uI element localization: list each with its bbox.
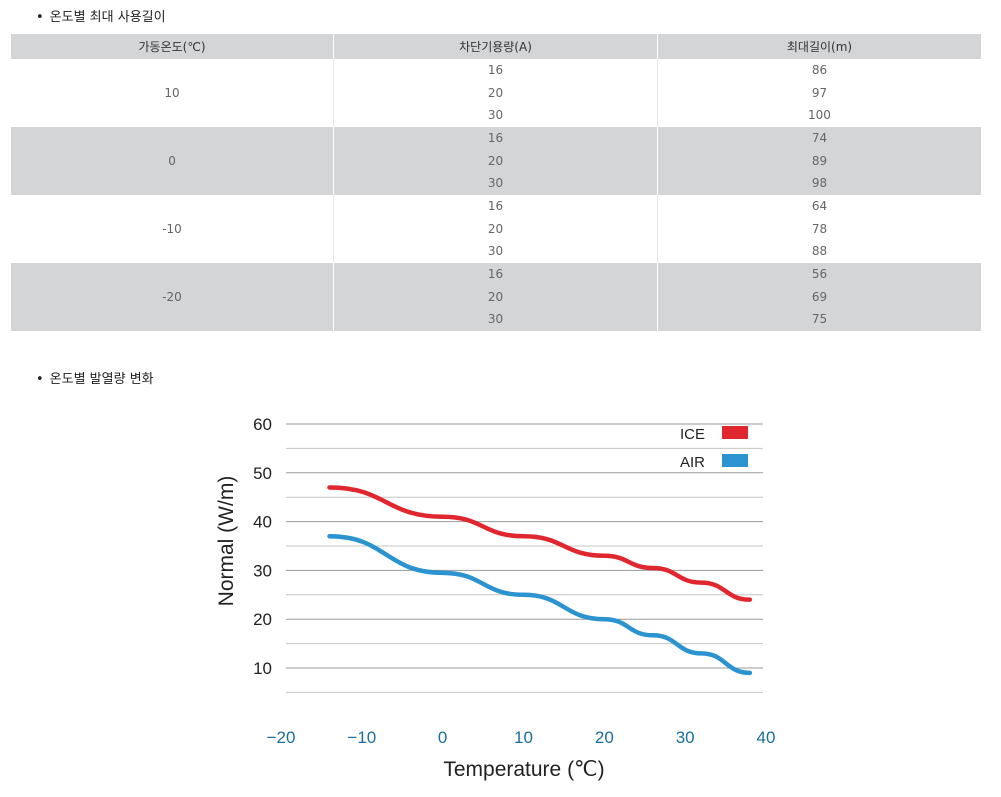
table-row: 10 16 20 30 86 97 100 xyxy=(11,59,981,127)
breaker-value: 30 xyxy=(487,176,504,191)
cell-breaker-list: 16 20 30 xyxy=(333,127,658,195)
y-tick-label: 50 xyxy=(253,464,272,483)
breaker-value: 30 xyxy=(487,312,504,327)
cell-breaker-list: 16 20 30 xyxy=(333,263,658,331)
y-tick-label: 20 xyxy=(253,610,272,629)
cell-temp: -10 xyxy=(162,222,182,236)
breaker-value: 16 xyxy=(487,267,504,282)
column-header-breaker: 차단기용량(A) xyxy=(333,34,658,59)
breaker-value: 30 xyxy=(487,108,504,123)
y-tick-label: 60 xyxy=(253,415,272,434)
length-value: 86 xyxy=(811,63,828,78)
y-tick-label: 40 xyxy=(253,513,272,532)
section-title-text: 온도별 발열량 변화 xyxy=(49,372,154,387)
breaker-value: 20 xyxy=(487,85,504,100)
x-tick-label: −20 xyxy=(267,728,296,747)
table-header-row: 가동온도(℃) 차단기용량(A) 최대길이(m) xyxy=(11,34,981,59)
table-row: -10 16 20 30 64 78 88 xyxy=(11,195,981,263)
x-tick-label: −10 xyxy=(347,728,376,747)
legend-label: ICE xyxy=(680,426,705,443)
length-value: 56 xyxy=(811,267,828,282)
x-tick-label: 30 xyxy=(676,728,695,747)
length-value: 98 xyxy=(811,176,828,191)
y-tick-label: 10 xyxy=(253,659,272,678)
cell-length-list: 56 69 75 xyxy=(656,263,981,331)
cell-breaker-list: 16 20 30 xyxy=(333,59,658,127)
length-value: 74 xyxy=(811,131,828,146)
x-tick-label: 0 xyxy=(438,728,447,747)
x-tick-label: 40 xyxy=(757,728,776,747)
cell-temp: -20 xyxy=(11,263,334,331)
series-line-ice xyxy=(327,485,753,602)
length-value: 75 xyxy=(811,312,828,327)
section-title-heat-output: • 온도별 발열량 변화 xyxy=(36,368,154,387)
bullet-icon: • xyxy=(36,372,44,387)
column-header-length: 최대길이(m) xyxy=(656,34,981,59)
bullet-icon: • xyxy=(36,10,44,25)
length-value: 69 xyxy=(811,289,828,304)
length-value: 100 xyxy=(808,108,831,123)
table-row: -20 16 20 30 56 69 75 xyxy=(11,263,981,331)
y-axis-label: Normal (W/m) xyxy=(215,476,238,607)
legend-swatch xyxy=(722,426,748,439)
max-length-table: 가동온도(℃) 차단기용량(A) 최대길이(m) 10 16 20 30 86 97 100… xyxy=(11,34,981,331)
cell-length-list: 64 78 88 xyxy=(656,195,981,263)
column-header-temp: 가동온도(℃) xyxy=(11,34,334,59)
cell-temp: 0 xyxy=(11,127,334,195)
legend-label: AIR xyxy=(680,454,705,471)
length-value: 97 xyxy=(811,85,828,100)
y-tick-label: 30 xyxy=(253,561,272,580)
cell-length-list: 74 89 98 xyxy=(656,127,981,195)
breaker-value: 30 xyxy=(487,244,504,259)
breaker-value: 20 xyxy=(487,221,504,236)
breaker-value: 16 xyxy=(487,131,504,146)
breaker-value: 16 xyxy=(487,199,504,214)
legend-swatch xyxy=(722,454,748,467)
length-value: 88 xyxy=(811,244,828,259)
cell-temp: 10 xyxy=(164,86,180,100)
x-tick-label: 10 xyxy=(514,728,533,747)
section-title-max-length: • 온도별 최대 사용길이 xyxy=(36,6,166,25)
x-tick-label: 20 xyxy=(595,728,614,747)
table-row: 0 16 20 30 74 89 98 xyxy=(11,127,981,195)
cell-length-list: 86 97 100 xyxy=(656,59,981,127)
cell-breaker-list: 16 20 30 xyxy=(333,195,658,263)
series-line-air xyxy=(327,533,753,676)
breaker-value: 20 xyxy=(487,153,504,168)
length-value: 64 xyxy=(811,199,828,214)
breaker-value: 16 xyxy=(487,63,504,78)
length-value: 78 xyxy=(811,221,828,236)
length-value: 89 xyxy=(811,153,828,168)
x-axis-label: Temperature (℃) xyxy=(443,758,604,781)
breaker-value: 20 xyxy=(487,289,504,304)
section-title-text: 온도별 최대 사용길이 xyxy=(49,10,166,25)
